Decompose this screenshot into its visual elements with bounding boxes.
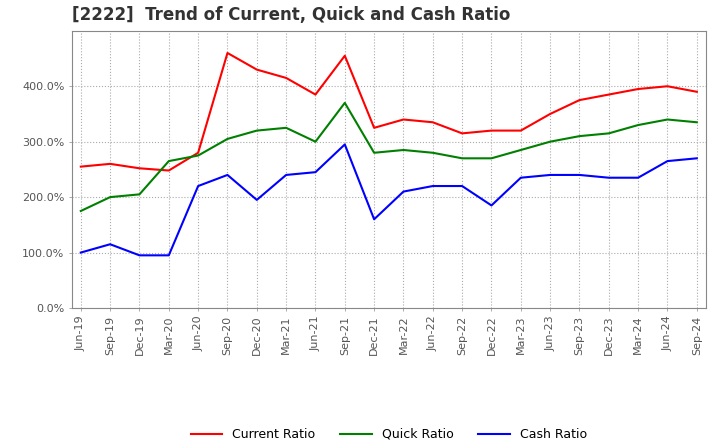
Current Ratio [399, 117, 408, 122]
Cash Ratio [311, 169, 320, 175]
Quick Ratio [399, 147, 408, 153]
Cash Ratio [634, 175, 642, 180]
Quick Ratio [194, 153, 202, 158]
Current Ratio [575, 97, 584, 103]
Current Ratio [663, 84, 672, 89]
Current Ratio [223, 50, 232, 55]
Current Ratio [194, 150, 202, 155]
Current Ratio [634, 86, 642, 92]
Cash Ratio [399, 189, 408, 194]
Quick Ratio [663, 117, 672, 122]
Cash Ratio [135, 253, 144, 258]
Quick Ratio [223, 136, 232, 142]
Current Ratio [693, 89, 701, 95]
Current Ratio [106, 161, 114, 166]
Cash Ratio [575, 172, 584, 178]
Quick Ratio [634, 122, 642, 128]
Quick Ratio [164, 158, 173, 164]
Quick Ratio [575, 133, 584, 139]
Current Ratio [76, 164, 85, 169]
Quick Ratio [341, 100, 349, 106]
Current Ratio [135, 165, 144, 171]
Quick Ratio [370, 150, 379, 155]
Line: Quick Ratio: Quick Ratio [81, 103, 697, 211]
Cash Ratio [663, 158, 672, 164]
Quick Ratio [76, 208, 85, 213]
Quick Ratio [135, 192, 144, 197]
Cash Ratio [106, 242, 114, 247]
Cash Ratio [370, 216, 379, 222]
Current Ratio [605, 92, 613, 97]
Cash Ratio [428, 183, 437, 189]
Cash Ratio [487, 203, 496, 208]
Cash Ratio [605, 175, 613, 180]
Current Ratio [487, 128, 496, 133]
Cash Ratio [194, 183, 202, 189]
Current Ratio [516, 128, 525, 133]
Current Ratio [311, 92, 320, 97]
Current Ratio [341, 53, 349, 59]
Quick Ratio [546, 139, 554, 144]
Cash Ratio [458, 183, 467, 189]
Cash Ratio [164, 253, 173, 258]
Current Ratio [428, 120, 437, 125]
Cash Ratio [253, 197, 261, 202]
Quick Ratio [106, 194, 114, 200]
Cash Ratio [76, 250, 85, 255]
Cash Ratio [693, 156, 701, 161]
Quick Ratio [428, 150, 437, 155]
Current Ratio [370, 125, 379, 130]
Cash Ratio [516, 175, 525, 180]
Cash Ratio [223, 172, 232, 178]
Quick Ratio [487, 156, 496, 161]
Quick Ratio [693, 120, 701, 125]
Cash Ratio [341, 142, 349, 147]
Quick Ratio [516, 147, 525, 153]
Line: Current Ratio: Current Ratio [81, 53, 697, 171]
Cash Ratio [282, 172, 290, 178]
Cash Ratio [546, 172, 554, 178]
Quick Ratio [458, 156, 467, 161]
Current Ratio [282, 75, 290, 81]
Current Ratio [458, 131, 467, 136]
Quick Ratio [311, 139, 320, 144]
Text: [2222]  Trend of Current, Quick and Cash Ratio: [2222] Trend of Current, Quick and Cash … [72, 6, 510, 24]
Current Ratio [546, 111, 554, 117]
Current Ratio [253, 67, 261, 72]
Quick Ratio [282, 125, 290, 130]
Quick Ratio [253, 128, 261, 133]
Line: Cash Ratio: Cash Ratio [81, 144, 697, 255]
Quick Ratio [605, 131, 613, 136]
Legend: Current Ratio, Quick Ratio, Cash Ratio: Current Ratio, Quick Ratio, Cash Ratio [186, 423, 592, 440]
Current Ratio [164, 168, 173, 173]
